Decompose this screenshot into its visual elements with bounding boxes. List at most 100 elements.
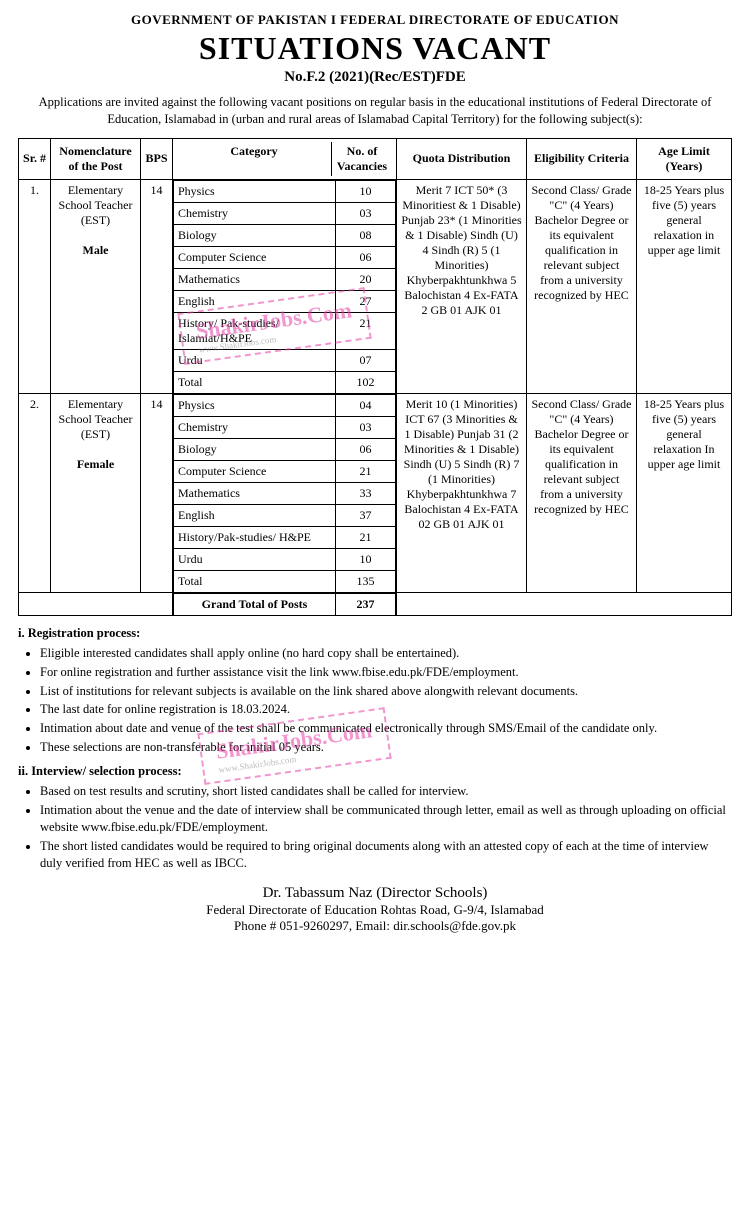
cell-post: Elementary School Teacher (EST)Female: [51, 393, 141, 592]
cell-eligibility: Second Class/ Grade "C" (4 Years) Bachel…: [527, 179, 637, 393]
col-bps: BPS: [141, 138, 173, 179]
category-count: 10: [336, 548, 396, 570]
notes-section: i. Registration process: Eligible intere…: [18, 626, 732, 872]
col-category: Category: [177, 142, 332, 176]
header: GOVERNMENT OF PAKISTAN I FEDERAL DIRECTO…: [18, 12, 732, 86]
org-line: GOVERNMENT OF PAKISTAN I FEDERAL DIRECTO…: [18, 12, 732, 28]
category-count: 03: [336, 202, 396, 224]
category-name: Biology: [174, 224, 336, 246]
category-row: English37: [174, 504, 396, 526]
category-row: Total102: [174, 371, 396, 393]
list-item: For online registration and further assi…: [40, 664, 732, 681]
category-name: Physics: [174, 394, 336, 416]
list-item: Intimation about date and venue of the t…: [40, 720, 732, 737]
category-name: Urdu: [174, 548, 336, 570]
grand-label: Grand Total of Posts: [174, 593, 336, 615]
footer: Dr. Tabassum Naz (Director Schools) Fede…: [18, 885, 732, 934]
table-row: 1.Elementary School Teacher (EST)Male14P…: [19, 179, 732, 393]
category-row: History/Pak-studies/ H&PE21: [174, 526, 396, 548]
list-item: List of institutions for relevant subjec…: [40, 683, 732, 700]
category-name: Computer Science: [174, 460, 336, 482]
category-row: Biology06: [174, 438, 396, 460]
ref-no: No.F.2 (2021)(Rec/EST)FDE: [18, 69, 732, 86]
category-count: 10: [336, 180, 396, 202]
category-row: History/ Pak-studies/ Islamiat/H&PE21: [174, 312, 396, 349]
category-name: Chemistry: [174, 416, 336, 438]
category-count: 27: [336, 290, 396, 312]
cell-age: 18-25 Years plus five (5) years general …: [637, 393, 732, 592]
cell-categories: Physics10Chemistry03Biology08Computer Sc…: [173, 179, 397, 393]
category-row: English27: [174, 290, 396, 312]
category-name: Mathematics: [174, 482, 336, 504]
category-row: Urdu07: [174, 349, 396, 371]
vacancy-table: Sr. # Nomenclature of the Post BPS Categ…: [18, 138, 732, 616]
category-row: Total135: [174, 570, 396, 592]
cell-sr: 1.: [19, 179, 51, 393]
col-post: Nomenclature of the Post: [51, 138, 141, 179]
list-item: Based on test results and scrutiny, shor…: [40, 783, 732, 800]
category-row: Biology08: [174, 224, 396, 246]
category-count: 08: [336, 224, 396, 246]
category-name: English: [174, 504, 336, 526]
page-title: SITUATIONS VACANT: [18, 30, 732, 67]
category-name: Computer Science: [174, 246, 336, 268]
cell-sr: 2.: [19, 393, 51, 592]
category-row: Physics04: [174, 394, 396, 416]
col-age: Age Limit (Years): [637, 138, 732, 179]
category-name: Biology: [174, 438, 336, 460]
col-eligibility: Eligibility Criteria: [527, 138, 637, 179]
category-count: 03: [336, 416, 396, 438]
list-item: The short listed candidates would be req…: [40, 838, 732, 872]
category-name: Physics: [174, 180, 336, 202]
section-2-list: Based on test results and scrutiny, shor…: [40, 783, 732, 871]
category-count: 06: [336, 438, 396, 460]
grand-total-row: Grand Total of Posts237: [19, 592, 732, 615]
category-row: Urdu10: [174, 548, 396, 570]
category-count: 102: [336, 371, 396, 393]
category-count: 04: [336, 394, 396, 416]
cell-post: Elementary School Teacher (EST)Male: [51, 179, 141, 393]
cell-quota: Merit 7 ICT 50* (3 Minoritiest & 1 Disab…: [397, 179, 527, 393]
section-1-heading: i. Registration process:: [18, 626, 732, 641]
col-sr: Sr. #: [19, 138, 51, 179]
category-name: Total: [174, 371, 336, 393]
category-count: 21: [336, 312, 396, 349]
cell-eligibility: Second Class/ Grade "C" (4 Years) Bachel…: [527, 393, 637, 592]
category-name: Mathematics: [174, 268, 336, 290]
table-header-row: Sr. # Nomenclature of the Post BPS Categ…: [19, 138, 732, 179]
list-item: Intimation about the venue and the date …: [40, 802, 732, 836]
address: Federal Directorate of Education Rohtas …: [18, 902, 732, 918]
cell-bps: 14: [141, 393, 173, 592]
list-item: The last date for online registration is…: [40, 701, 732, 718]
category-count: 06: [336, 246, 396, 268]
category-count: 21: [336, 460, 396, 482]
category-count: 33: [336, 482, 396, 504]
table-row: 2.Elementary School Teacher (EST)Female1…: [19, 393, 732, 592]
category-count: 20: [336, 268, 396, 290]
category-row: Chemistry03: [174, 202, 396, 224]
cell-age: 18-25 Years plus five (5) years general …: [637, 179, 732, 393]
intro-text: Applications are invited against the fol…: [18, 94, 732, 128]
category-row: Mathematics33: [174, 482, 396, 504]
category-count: 135: [336, 570, 396, 592]
section-1-list: Eligible interested candidates shall app…: [40, 645, 732, 756]
category-row: Mathematics20: [174, 268, 396, 290]
section-2-heading: ii. Interview/ selection process:: [18, 764, 732, 779]
category-count: 21: [336, 526, 396, 548]
category-name: Chemistry: [174, 202, 336, 224]
category-row: Computer Science06: [174, 246, 396, 268]
signatory: Dr. Tabassum Naz (Director Schools): [18, 885, 732, 902]
cell-quota: Merit 10 (1 Minorities) ICT 67 (3 Minori…: [397, 393, 527, 592]
category-name: English: [174, 290, 336, 312]
list-item: Eligible interested candidates shall app…: [40, 645, 732, 662]
col-quota: Quota Distribution: [397, 138, 527, 179]
list-item: These selections are non-transferable fo…: [40, 739, 732, 756]
category-count: 37: [336, 504, 396, 526]
category-name: Urdu: [174, 349, 336, 371]
cell-bps: 14: [141, 179, 173, 393]
cell-categories: Physics04Chemistry03Biology06Computer Sc…: [173, 393, 397, 592]
grand-value: 237: [336, 593, 396, 615]
category-name: History/ Pak-studies/ Islamiat/H&PE: [174, 312, 336, 349]
category-count: 07: [336, 349, 396, 371]
category-row: Physics10: [174, 180, 396, 202]
